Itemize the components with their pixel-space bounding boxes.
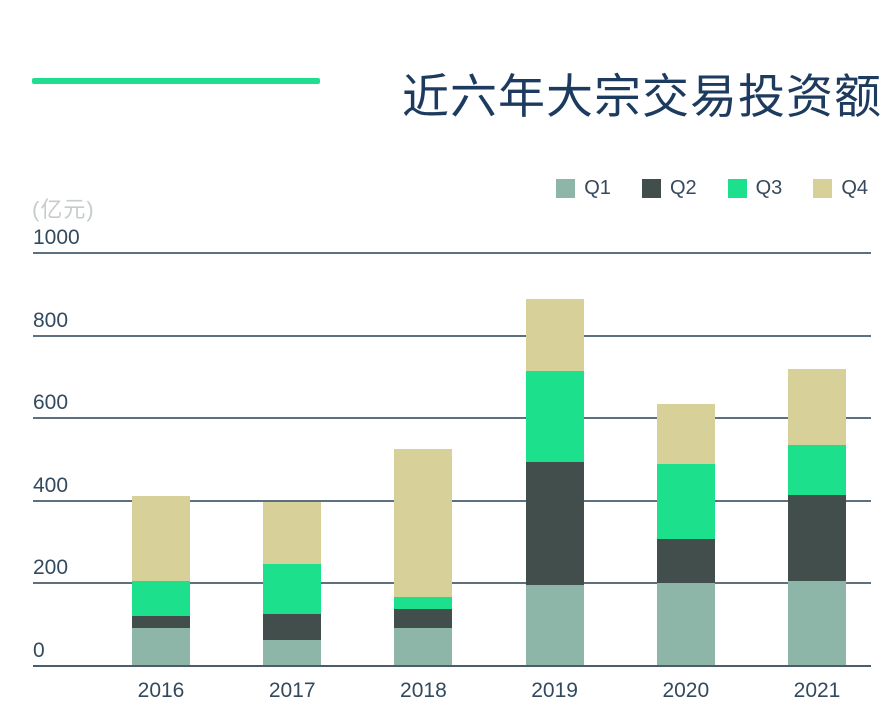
bar-segment-2019-q1	[525, 585, 584, 666]
bar-segment-2020-q2	[656, 539, 715, 584]
x-axis-line	[33, 665, 871, 667]
legend-label-q3: Q3	[755, 177, 783, 199]
bar-segment-2020-q4	[656, 403, 715, 465]
bar-segment-2018-q2	[394, 608, 453, 628]
gridline-1000	[33, 252, 871, 254]
bar-segment-2020-q3	[656, 464, 715, 540]
bar-segment-2021-q3	[788, 445, 846, 496]
y-tick-label-600: 600	[33, 391, 69, 415]
legend-item-q4: Q4	[813, 177, 868, 200]
bar-segment-2016-q4	[132, 496, 190, 581]
page-title: 近六年大宗交易投资额	[402, 70, 882, 123]
stacked-bar-chart: 0 200 400 600 800 1000 2016 2017 2018 2019 2020 202…	[33, 227, 871, 702]
title-accent-line	[32, 78, 320, 84]
bar-segment-2021-q1	[788, 581, 846, 666]
bar-segment-2016-q3	[132, 580, 190, 617]
legend-item-q3: Q3	[727, 177, 783, 200]
bar-segment-2017-q4	[263, 501, 322, 564]
x-axis-label-2016: 2016	[137, 679, 185, 702]
y-tick-label-400: 400	[33, 473, 69, 497]
y-tick-label-1000: 1000	[33, 226, 80, 249]
y-tick-label-200: 200	[33, 556, 69, 580]
x-axis-label-2021: 2021	[793, 679, 841, 702]
legend-label-q4: Q4	[841, 177, 868, 199]
bar-segment-2019-q3	[525, 371, 584, 462]
x-axis-label-2018: 2018	[400, 679, 447, 702]
bar-segment-2021-q2	[788, 495, 846, 582]
chart-legend: Q1 Q2 Q3 Q4	[556, 177, 868, 200]
bar-segment-2017-q3	[263, 563, 322, 615]
y-tick-label-800: 800	[33, 308, 69, 332]
bar-segment-2016-q2	[132, 616, 190, 628]
bar-segment-2021-q4	[788, 369, 846, 446]
legend-label-q1: Q1	[584, 177, 611, 199]
legend-swatch-q2	[641, 179, 661, 198]
legend-item-q1: Q1	[556, 177, 611, 200]
bar-segment-2020-q1	[656, 583, 715, 666]
bar-segment-2018-q4	[394, 449, 453, 598]
legend-swatch-q1	[556, 179, 576, 198]
x-axis-label-2017: 2017	[268, 679, 316, 702]
bar-segment-2018-q3	[394, 597, 453, 609]
gridline-600	[33, 417, 871, 420]
bar-segment-2017-q2	[263, 614, 322, 640]
bar-segment-2019-q2	[525, 461, 584, 586]
y-axis-unit-label: (亿元)	[32, 197, 95, 222]
bar-segment-2016-q1	[132, 627, 190, 666]
bar-segment-2017-q1	[263, 639, 322, 666]
bar-segment-2018-q1	[394, 627, 453, 666]
legend-swatch-q3	[727, 179, 747, 198]
legend-label-q2: Q2	[669, 177, 697, 199]
x-axis-label-2019: 2019	[531, 679, 578, 702]
y-tick-label-0: 0	[33, 639, 45, 662]
legend-item-q2: Q2	[641, 177, 697, 200]
legend-swatch-q4	[813, 179, 833, 198]
x-axis-label-2020: 2020	[662, 679, 710, 702]
gridline-800	[33, 334, 871, 337]
bar-segment-2019-q4	[525, 299, 584, 372]
